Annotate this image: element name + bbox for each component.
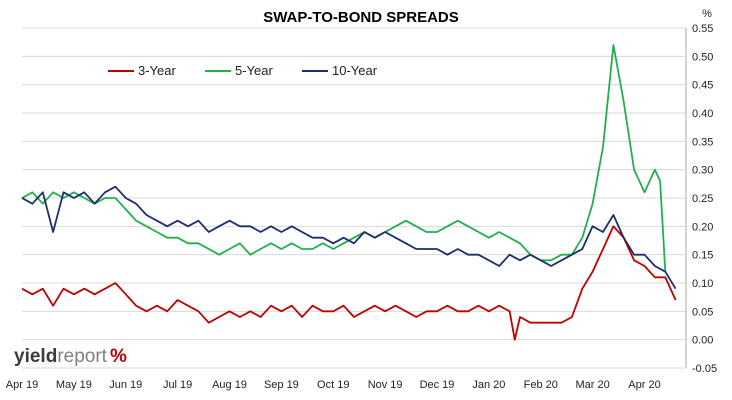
y-tick-label: 0.25 [692, 193, 713, 205]
legend-label-3-year: 3-Year [138, 63, 176, 78]
y-tick-labels: 0.55 0.50 0.45 0.40 0.35 0.30 0.25 0.20 0.15 0.10… [692, 23, 717, 375]
chart-title: SWAP-TO-BOND SPREADS [263, 9, 459, 26]
x-tick-label: Oct 19 [317, 379, 349, 391]
x-tick-label: Sep 19 [264, 379, 299, 391]
yieldreport-logo: yieldreport% [14, 346, 127, 367]
x-tick-label: Apr 20 [628, 379, 660, 391]
x-tick-label: Nov 19 [368, 379, 403, 391]
y-tick-label: 0.35 [692, 136, 713, 148]
series-line-3-year [21, 225, 677, 341]
x-tick-labels: Apr 19 May 19 Jun 19 Jul 19 Aug 19 Sep 19 Oct … [6, 379, 661, 391]
y-tick-label: 0.30 [692, 165, 713, 177]
y-tick-label: 0.10 [692, 278, 713, 290]
logo-text-percent: % [110, 346, 127, 367]
legend-label-10-year: 10-Year [332, 63, 378, 78]
y-tick-label: 0.20 [692, 221, 713, 233]
x-tick-label: Jan 20 [472, 379, 505, 391]
legend-label-5-year: 5-Year [235, 63, 273, 78]
x-tick-label: Aug 19 [212, 379, 247, 391]
x-tick-label: Feb 20 [524, 379, 558, 391]
y-tick-label: 0.15 [692, 250, 713, 262]
logo-text-report: report [57, 346, 107, 367]
x-tick-label: Jun 19 [109, 379, 142, 391]
y-tick-label: 0.00 [692, 335, 713, 347]
x-tick-label: Dec 19 [420, 379, 455, 391]
y-axis-unit-label: % [702, 8, 712, 20]
y-tick-label: -0.05 [692, 363, 717, 375]
svg-text:yieldreport%: yieldreport% [14, 346, 127, 367]
logo-text-yield: yield [14, 346, 57, 367]
legend: 3-Year 5-Year 10-Year [108, 63, 378, 78]
series-line-10-year [21, 185, 677, 290]
y-tick-label: 0.50 [692, 51, 713, 63]
x-tick-label: Mar 20 [576, 379, 610, 391]
y-tick-label: 0.45 [692, 80, 713, 92]
x-tick-label: Apr 19 [6, 379, 38, 391]
x-tick-label: Jul 19 [163, 379, 192, 391]
gridlines [22, 27, 686, 369]
y-tick-label: 0.40 [692, 108, 713, 120]
series-lines [21, 44, 677, 341]
y-tick-label: 0.55 [692, 23, 713, 35]
y-tick-label: 0.05 [692, 306, 713, 318]
x-tick-label: May 19 [56, 379, 92, 391]
